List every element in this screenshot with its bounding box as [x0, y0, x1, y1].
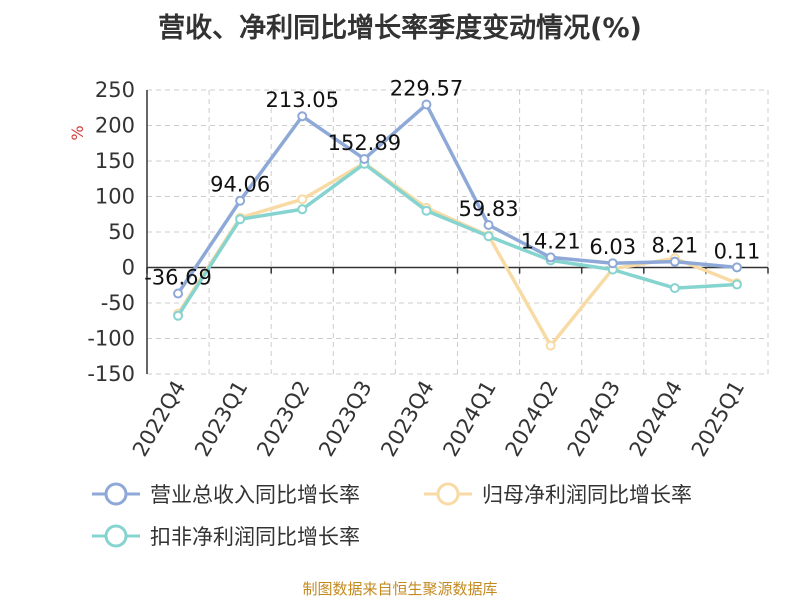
series-point-0	[173, 288, 184, 299]
series-point-2	[297, 204, 308, 215]
series-point-1	[297, 194, 308, 205]
x-tick-label: 2024Q2	[501, 377, 563, 461]
y-tick-label: 0	[122, 256, 135, 280]
y-tick-label: 250	[95, 78, 135, 102]
x-tick-label: 2023Q4	[376, 377, 438, 461]
data-label: -36.69	[144, 266, 212, 290]
legend-label-net-profit: 归母净利润同比增长率	[482, 483, 692, 507]
series-point-0	[607, 258, 618, 269]
legend-item-net-profit[interactable]: 归母净利润同比增长率	[422, 474, 692, 514]
data-label: 6.03	[589, 235, 636, 259]
y-tick-label: 150	[95, 149, 135, 173]
x-tick-label: 2023Q3	[314, 377, 376, 461]
series-point-2	[731, 279, 742, 290]
series-point-2	[421, 205, 432, 216]
series-point-0	[545, 252, 556, 263]
legend-item-revenue[interactable]: 营业总收入同比增长率	[90, 474, 360, 514]
series-point-0	[483, 220, 494, 231]
legend-marker-revenue	[92, 482, 140, 506]
data-label: 14.21	[521, 229, 581, 253]
data-label: 8.21	[651, 234, 698, 258]
series-line-2	[176, 162, 738, 317]
x-tick-label: 2024Q4	[625, 377, 687, 461]
x-tick-label: 2024Q3	[563, 377, 625, 461]
series-point-2	[235, 214, 246, 225]
data-label: 229.57	[390, 77, 463, 101]
y-tick-label: 50	[108, 220, 135, 244]
series-line-0	[176, 102, 738, 295]
data-source-note: 制图数据来自恒生聚源数据库	[302, 580, 498, 598]
series-point-2	[669, 283, 680, 294]
x-tick-label: 2024Q1	[438, 377, 500, 461]
legend-label-revenue: 营业总收入同比增长率	[150, 483, 360, 507]
series-point-2	[173, 310, 184, 321]
chart-title: 营收、净利同比增长率季度变动情况(%)	[158, 13, 642, 44]
y-axis-unit-label: %	[68, 125, 87, 140]
x-tick-label: 2023Q1	[190, 377, 252, 461]
data-label: 94.06	[210, 173, 270, 197]
series-point-0	[297, 111, 308, 122]
data-label: 152.89	[328, 131, 401, 155]
series-point-0	[359, 153, 370, 164]
y-tick-label: -150	[87, 362, 135, 386]
data-label: 213.05	[266, 88, 339, 112]
data-label: 59.83	[458, 197, 518, 221]
x-tick-label: 2023Q2	[252, 377, 314, 461]
data-label: 0.11	[714, 239, 761, 263]
y-tick-label: 200	[95, 114, 135, 138]
y-tick-label: -50	[101, 291, 135, 315]
series-point-0	[731, 262, 742, 273]
legend-item-deducted-profit[interactable]: 扣非净利润同比增长率	[90, 516, 360, 556]
x-tick-label: 2025Q1	[687, 377, 749, 461]
series-point-2	[483, 231, 494, 242]
legend-marker-net-profit	[424, 482, 472, 506]
series-point-0	[669, 256, 680, 267]
y-tick-label: -100	[87, 327, 135, 351]
legend-marker-deducted-profit	[92, 524, 140, 548]
y-tick-label: 100	[95, 185, 135, 209]
legend-label-deducted-profit: 扣非净利润同比增长率	[150, 525, 360, 549]
series-point-0	[421, 99, 432, 110]
x-tick-label: 2022Q4	[128, 377, 190, 461]
series-point-0	[235, 195, 246, 206]
series-point-1	[545, 340, 556, 351]
